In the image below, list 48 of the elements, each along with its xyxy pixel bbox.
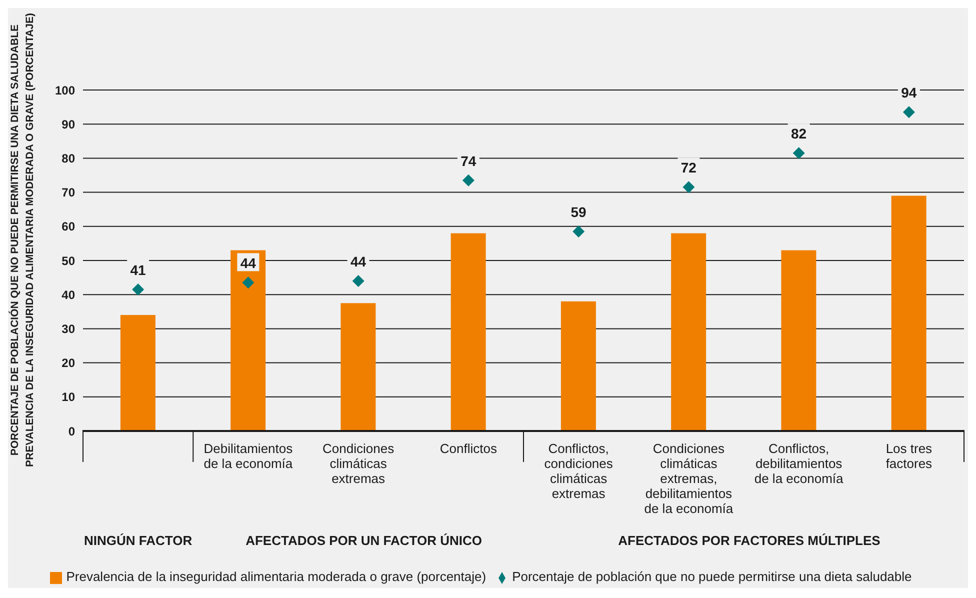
point — [132, 283, 144, 296]
x-tick-label: Los tres factores — [886, 441, 933, 471]
text: AFECTADOS POR UN FACTOR ÚNICO — [246, 533, 482, 548]
y-tick-label: 90 — [62, 117, 76, 132]
point — [462, 174, 474, 186]
data-label: 59 — [570, 204, 587, 220]
x-tick-label: Conflictos, debilitamientos de la economía — [754, 441, 844, 486]
y-tick-label: 10 — [62, 390, 76, 404]
point — [792, 147, 805, 160]
y-tick-label: 20 — [62, 356, 76, 370]
legend-label: Prevalencia de la inseguridad alimentaria moderada o grave (porcentaje) — [66, 569, 486, 584]
bar — [781, 250, 816, 431]
data-label: 74 — [460, 152, 476, 169]
y-tick-label: 40 — [62, 288, 76, 302]
x-tick-label: Condiciones climáticas extremas — [322, 441, 395, 486]
bar — [340, 303, 376, 431]
y-tick-label: 50 — [62, 254, 76, 268]
y-tick-label: 70 — [62, 186, 76, 200]
y-tick-label: 0 — [68, 424, 76, 438]
legend-label: Porcentaje de población que no puede permitirse una dieta saludable — [512, 569, 912, 584]
x-tick-label: Debilitamientos de la economía — [204, 441, 294, 471]
bar — [120, 315, 156, 431]
bar — [671, 233, 706, 431]
y-tick-label: 100 — [54, 83, 76, 98]
x-tick-label: Condiciones climáticas extremas, debilitamientos de la economía — [644, 441, 734, 516]
text: AFECTADOS POR FACTORES MÚLTIPLES — [618, 533, 881, 548]
x-tick-label: Conflictos, condiciones climáticas extremas — [544, 441, 614, 501]
point — [352, 274, 364, 287]
data-label: 82 — [791, 126, 807, 142]
point — [682, 181, 695, 194]
bar — [230, 250, 266, 431]
text: NINGÚN FACTOR — [84, 533, 193, 548]
y-tick-label: 80 — [62, 151, 76, 166]
point — [572, 226, 585, 238]
bar — [891, 196, 926, 431]
bar — [560, 301, 596, 431]
data-label: 44 — [240, 255, 256, 272]
bar — [450, 233, 486, 431]
data-label: 94 — [901, 84, 917, 101]
data-label: 44 — [350, 253, 366, 270]
point — [242, 276, 254, 289]
y-tick-label: 30 — [62, 322, 76, 336]
data-label: 72 — [680, 160, 697, 176]
y-tick-label: 60 — [62, 220, 76, 234]
y-axis-title: PORCENTAJE DE POBLACIÓN QUE NO PUEDE PERMITIRSE UNA DIETA SALUDABLE PREVALENCIA DE LA INSEGURIDAD ALIMENTARIA MODERADA O GRAVE (PORCENTAJE) — [8, 12, 36, 468]
x-tick-label: Conflictos — [440, 441, 498, 456]
data-label: 41 — [130, 262, 146, 278]
point — [902, 106, 915, 118]
